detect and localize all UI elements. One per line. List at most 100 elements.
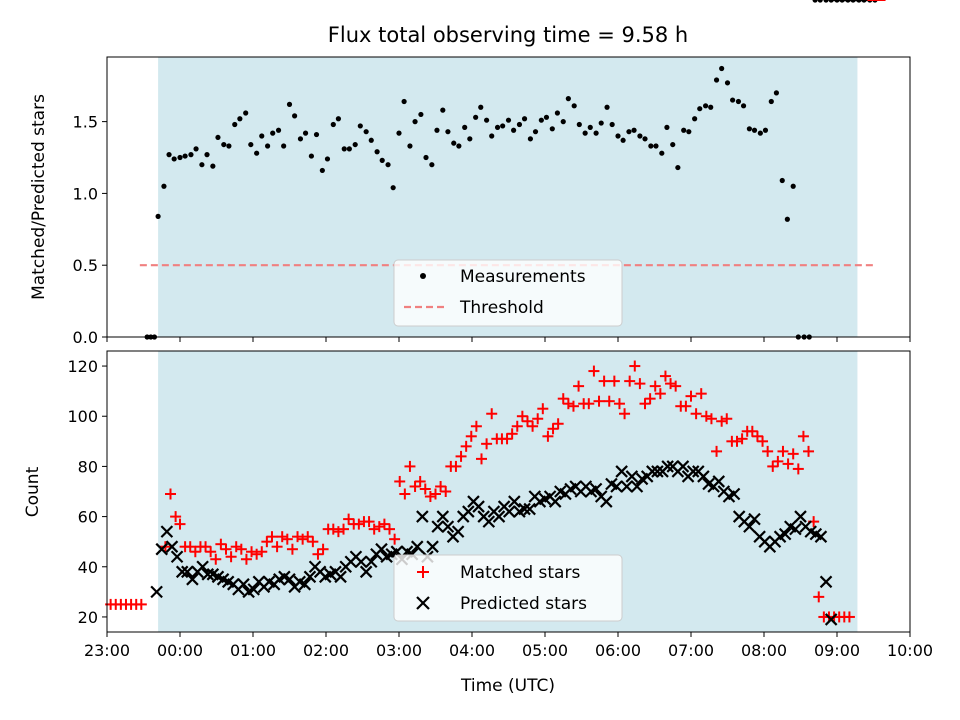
predicted-point (548, 495, 562, 508)
measurement-point (346, 146, 352, 152)
measurement-point (281, 143, 287, 149)
measurement-point (565, 96, 571, 102)
matched-point (353, 518, 365, 530)
measurement-point (489, 133, 495, 139)
matched-point (205, 546, 217, 558)
matched-point (843, 611, 855, 623)
predicted-point (364, 555, 378, 569)
matched-point (184, 541, 196, 553)
measurement-point (500, 123, 506, 129)
predicted-point-b (554, 485, 567, 498)
matched-point (782, 458, 794, 470)
predicted-point-b (283, 573, 296, 586)
matched-point (251, 548, 263, 560)
measurement-point (724, 80, 731, 86)
predicted-point (727, 487, 741, 501)
x-tick-label: 10:00 (887, 641, 933, 660)
matched-point (557, 393, 569, 405)
measurement-point (440, 107, 446, 113)
chart-title: Flux total observing time = 9.58 h (328, 23, 688, 47)
measurement-point (319, 167, 325, 174)
matched-point (230, 541, 242, 553)
matched-point (511, 420, 523, 432)
predicted-point-b (794, 510, 807, 523)
matched-point (256, 546, 268, 558)
matched-point (475, 453, 487, 465)
matched-point (384, 523, 396, 535)
measurement-point (265, 143, 271, 149)
predicted-point (589, 482, 603, 496)
matched-point (583, 398, 595, 410)
predicted-point (186, 573, 199, 586)
measurement-point (237, 116, 243, 122)
measurement-point (484, 117, 490, 123)
predicted-point-b (303, 570, 317, 584)
x-tick-label: 01:00 (230, 641, 276, 660)
measurement-point (177, 154, 183, 161)
predicted-point-b (175, 565, 189, 579)
matched-point (455, 450, 467, 462)
x-tick-label: 03:00 (376, 641, 422, 660)
matched-point (598, 375, 610, 387)
matched-point (588, 365, 600, 377)
measurement-point (740, 103, 747, 109)
predicted-point (451, 525, 465, 538)
matched-point (516, 410, 528, 422)
x-tick-label: 23:00 (84, 641, 130, 660)
matched-point (501, 433, 513, 445)
predicted-point-b (196, 560, 209, 574)
matched-point (174, 518, 186, 530)
matched-point (767, 460, 779, 472)
matched-point (210, 553, 222, 565)
top-y-axis: 0.0 0.5 1.0 1.5 (73, 113, 107, 347)
measurement-point (593, 130, 599, 136)
predicted-point (610, 480, 623, 493)
matched-point (634, 378, 646, 390)
matched-point (593, 395, 605, 407)
matched-point (302, 531, 314, 543)
matched-point (307, 536, 319, 548)
matched-point (200, 541, 212, 553)
predicted-point-b (630, 480, 644, 493)
measurement-point (757, 130, 763, 136)
matched-point (486, 408, 498, 420)
matched-point (440, 486, 452, 497)
predicted-point (646, 465, 659, 478)
predicted-point (794, 510, 807, 523)
measurement-point (692, 116, 698, 122)
top-legend-frame (393, 259, 623, 327)
measurement-point (357, 123, 363, 129)
x-tick-label: 07:00 (668, 641, 714, 660)
bottom-y-tick-label: 20 (78, 608, 98, 627)
measurement-point (199, 162, 205, 168)
measurement-point (232, 121, 238, 128)
measurement-point (155, 213, 161, 219)
measurement-point (823, 0, 829, 3)
predicted-point-b (625, 470, 639, 483)
predicted-point (303, 570, 317, 584)
matched-point (465, 430, 477, 442)
matched-point (797, 430, 809, 442)
predicted-point-b (804, 525, 817, 538)
predicted-point-b (150, 585, 163, 599)
matched-point (547, 423, 559, 435)
measurement-point (686, 129, 692, 135)
predicted-point-b (186, 573, 199, 586)
matched-point (695, 388, 707, 400)
top-y-tick-label: 0.5 (73, 256, 98, 275)
predicted-point (615, 465, 628, 478)
measurement-point (368, 137, 374, 143)
predicted-point (359, 565, 373, 579)
matched-point (619, 408, 631, 420)
measurement-point (768, 98, 774, 105)
measurement-point (330, 121, 336, 128)
matched-point (220, 543, 232, 555)
measurement-point (374, 149, 380, 155)
predicted-point (508, 495, 521, 508)
predicted-point-b (436, 510, 450, 523)
predicted-point (523, 502, 536, 516)
predicted-point-b (600, 495, 613, 508)
predicted-point-b (661, 460, 674, 473)
predicted-point-b (221, 575, 235, 589)
predicted-point-b (441, 520, 455, 533)
